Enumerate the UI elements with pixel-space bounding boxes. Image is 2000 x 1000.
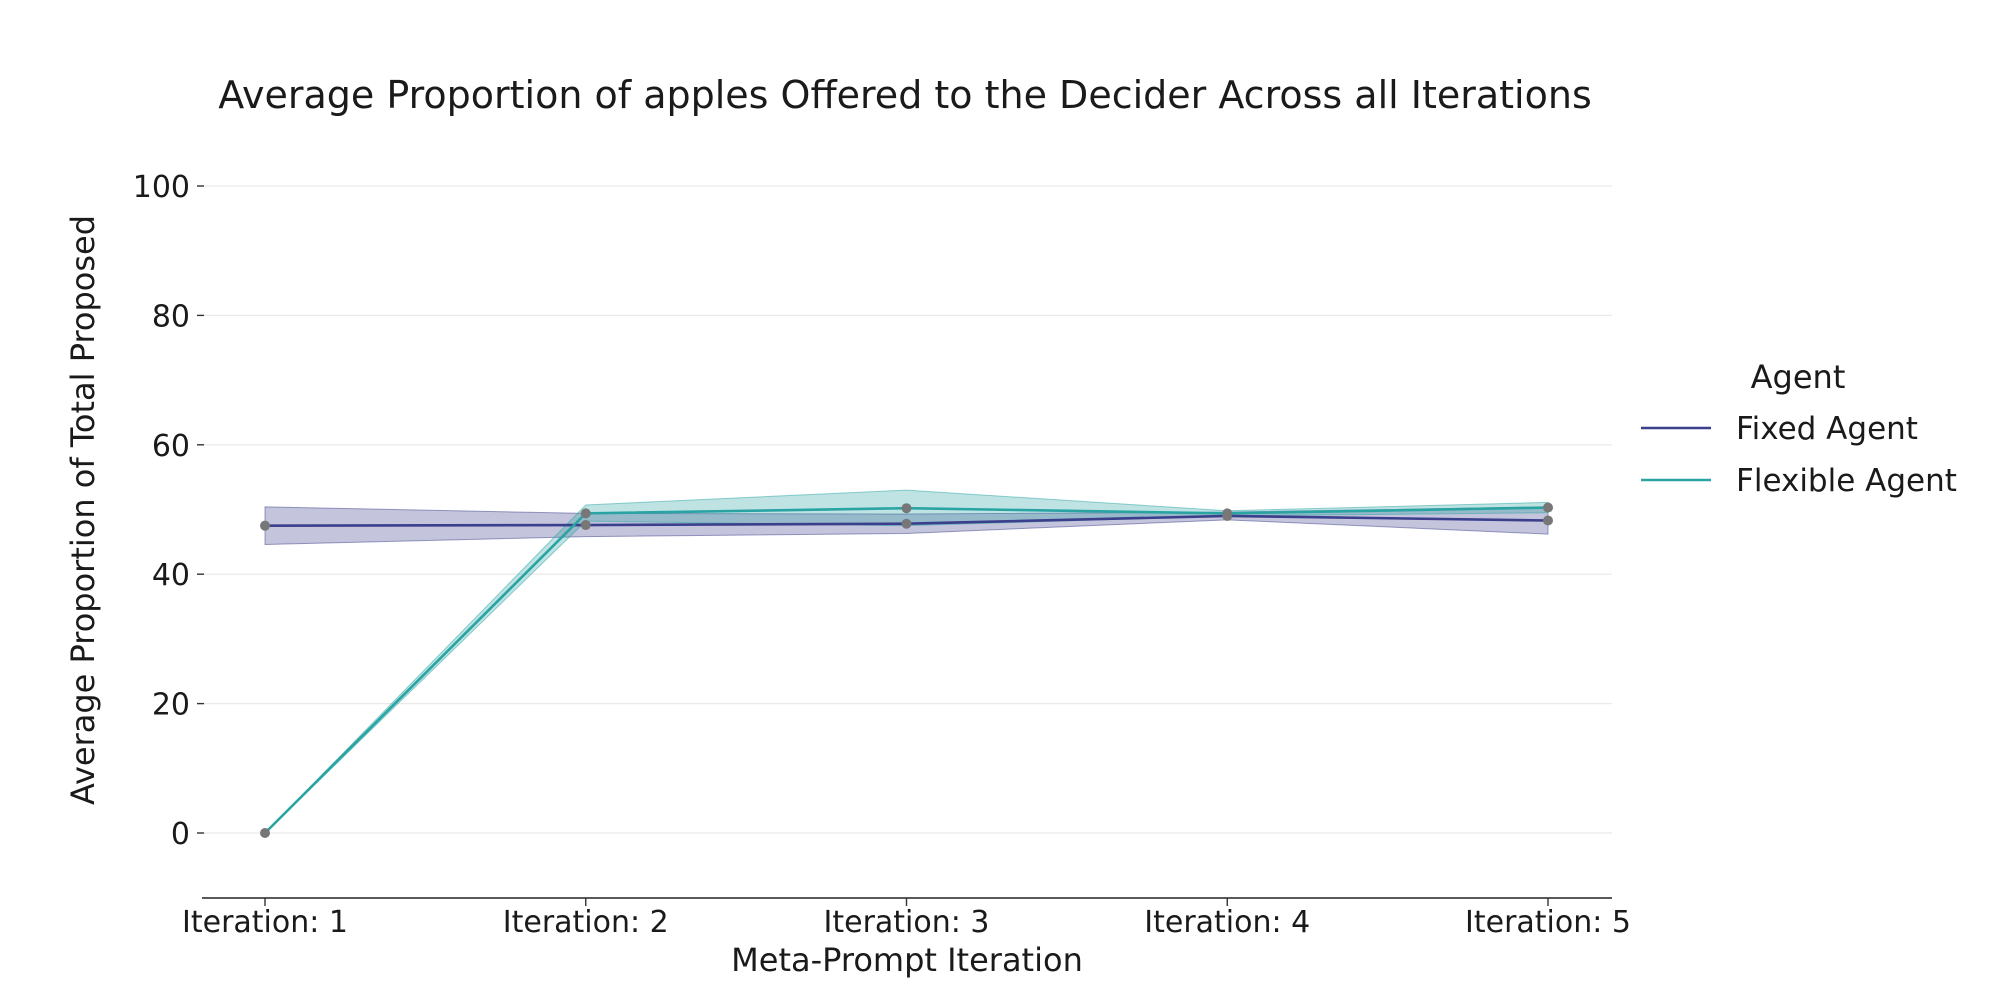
chart-title: Average Proportion of apples Offered to … — [218, 73, 1592, 117]
fixed-agent-point — [901, 518, 912, 529]
y-axis-label: Average Proportion of Total Proposed — [64, 215, 102, 805]
x-tick-label: Iteration: 3 — [824, 905, 990, 940]
fixed-agent-point — [1543, 515, 1553, 526]
confidence-bands — [264, 489, 1549, 834]
legend-items: Fixed Agent Flexible Agent — [1641, 411, 1957, 499]
legend: Agent Fixed Agent Flexible Agent — [1641, 358, 1957, 499]
y-tick-label: 80 — [152, 299, 190, 334]
series-markers — [260, 502, 1553, 838]
flexible-agent-confidence-band — [264, 489, 1549, 834]
y-tick-label: 40 — [152, 558, 190, 593]
y-tick-label: 20 — [152, 688, 190, 723]
y-tick-label: 100 — [133, 170, 190, 205]
y-axis: 0 20 40 60 80 100 — [133, 170, 204, 852]
x-tick-label: Iteration: 5 — [1465, 905, 1631, 940]
fixed-agent-point — [260, 520, 270, 531]
x-tick-label: Iteration: 1 — [182, 905, 348, 940]
flexible-agent-point — [1543, 502, 1553, 513]
y-tick-label: 60 — [152, 429, 190, 464]
flexible-agent-point — [901, 503, 912, 514]
x-tick-label: Iteration: 2 — [503, 905, 669, 940]
flexible-agent-point — [1222, 508, 1233, 519]
fixed-agent-point — [580, 520, 591, 531]
legend-label-flexible-agent: Flexible Agent — [1736, 463, 1957, 499]
y-tick-label: 0 — [171, 817, 190, 852]
flexible-agent-point — [260, 828, 270, 838]
x-axis-label: Meta-Prompt Iteration — [731, 941, 1083, 979]
flexible-agent-line — [264, 506, 1549, 834]
grid-layer — [202, 185, 1612, 834]
legend-title: Agent — [1751, 358, 1846, 396]
flexible-agent-point — [580, 508, 591, 519]
x-tick-label: Iteration: 4 — [1144, 905, 1310, 940]
series-lines — [264, 506, 1549, 834]
x-axis: Iteration: 1 Iteration: 2 Iteration: 3 Iter… — [182, 897, 1631, 940]
legend-label-fixed-agent: Fixed Agent — [1736, 411, 1918, 447]
